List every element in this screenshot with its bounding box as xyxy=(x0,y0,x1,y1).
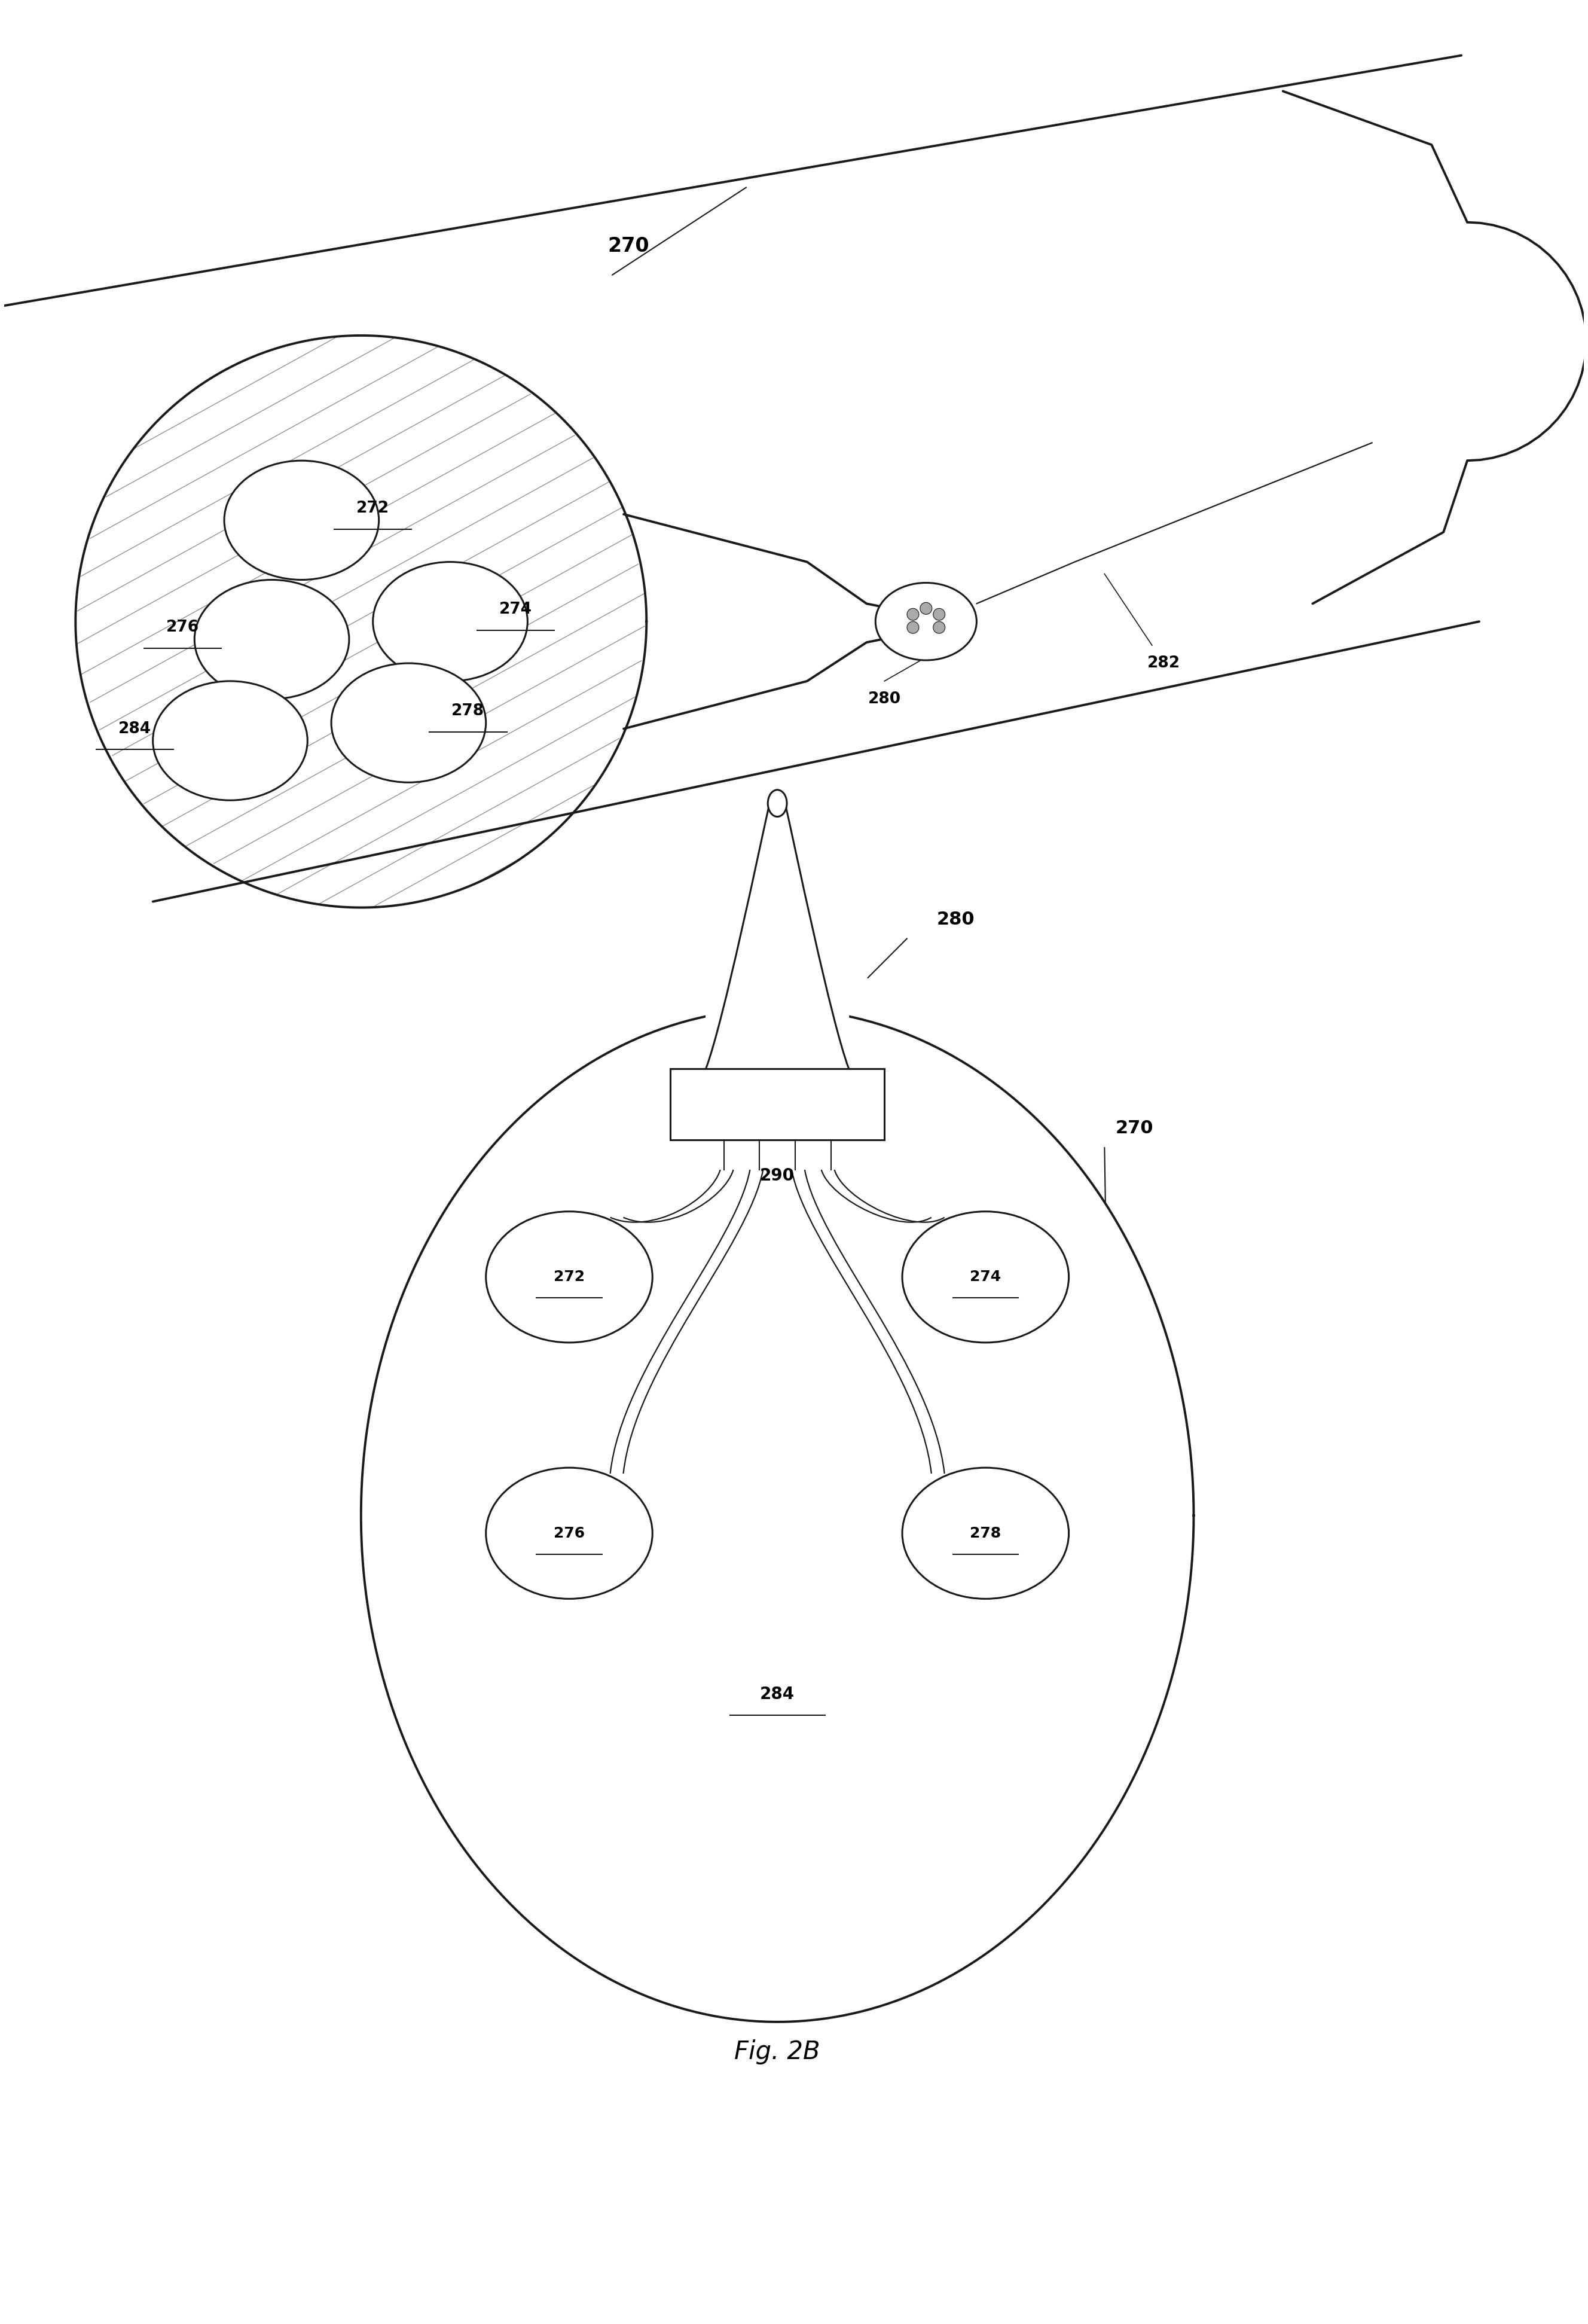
Ellipse shape xyxy=(224,460,380,579)
Text: 278: 278 xyxy=(970,1527,1000,1541)
Ellipse shape xyxy=(152,681,308,799)
Text: 270: 270 xyxy=(608,237,649,256)
Text: 284: 284 xyxy=(119,720,151,737)
Bar xyxy=(670,1069,885,1141)
Ellipse shape xyxy=(486,1469,653,1599)
Circle shape xyxy=(907,609,919,621)
Text: 270: 270 xyxy=(1115,1120,1153,1136)
Text: Fig. 2B: Fig. 2B xyxy=(734,2038,821,2064)
Circle shape xyxy=(907,621,919,634)
Text: 278: 278 xyxy=(451,704,484,718)
Text: 276: 276 xyxy=(554,1527,584,1541)
Text: 272: 272 xyxy=(356,500,389,516)
Ellipse shape xyxy=(769,790,788,816)
Circle shape xyxy=(934,609,945,621)
Circle shape xyxy=(934,621,945,634)
Text: 284: 284 xyxy=(761,1685,794,1703)
Text: 282: 282 xyxy=(1148,655,1180,672)
Text: 280: 280 xyxy=(937,911,975,927)
Circle shape xyxy=(919,602,932,614)
Text: 274: 274 xyxy=(970,1269,1000,1285)
Ellipse shape xyxy=(194,579,349,700)
Ellipse shape xyxy=(875,583,977,660)
Ellipse shape xyxy=(902,1211,1069,1343)
Ellipse shape xyxy=(332,662,486,783)
Text: 274: 274 xyxy=(499,602,532,618)
Text: Fig. 2A: Fig. 2A xyxy=(734,997,821,1023)
Text: 290: 290 xyxy=(761,1167,794,1185)
Ellipse shape xyxy=(486,1211,653,1343)
Ellipse shape xyxy=(902,1469,1069,1599)
Polygon shape xyxy=(707,799,848,1069)
Text: 280: 280 xyxy=(869,690,900,706)
Ellipse shape xyxy=(373,562,527,681)
Text: 276: 276 xyxy=(167,621,198,634)
Text: 272: 272 xyxy=(554,1269,584,1285)
